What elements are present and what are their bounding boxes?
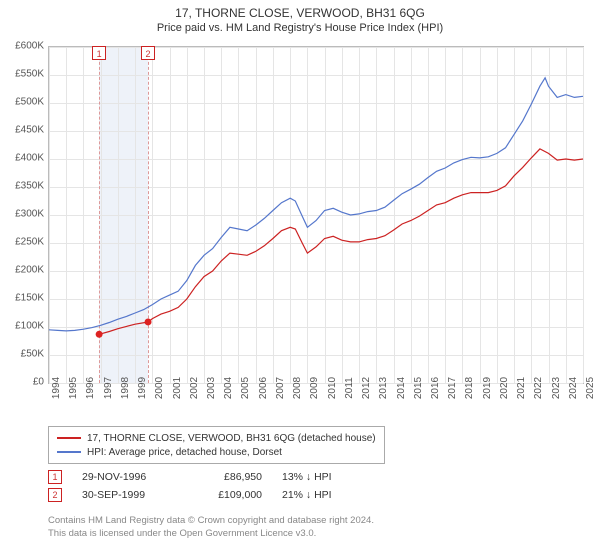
x-tick-label: 1999: [137, 377, 148, 399]
legend-swatch: [57, 437, 81, 439]
y-tick-label: £350K: [4, 181, 44, 192]
x-tick-label: 2015: [413, 377, 424, 399]
legend: 17, THORNE CLOSE, VERWOOD, BH31 6QG (det…: [48, 426, 385, 464]
x-tick-label: 2024: [568, 377, 579, 399]
legend-swatch: [57, 451, 81, 453]
x-tick-label: 2017: [447, 377, 458, 399]
y-tick-label: £300K: [4, 209, 44, 220]
x-tick-label: 1997: [103, 377, 114, 399]
y-tick-label: £400K: [4, 153, 44, 164]
x-tick-label: 2007: [275, 377, 286, 399]
y-tick-label: £600K: [4, 41, 44, 52]
x-tick-label: 2016: [430, 377, 441, 399]
x-tick-label: 2000: [154, 377, 165, 399]
chart-title: 17, THORNE CLOSE, VERWOOD, BH31 6QG: [0, 0, 600, 20]
x-tick-label: 2005: [240, 377, 251, 399]
footnote: Contains HM Land Registry data © Crown c…: [48, 515, 568, 541]
y-tick-label: £250K: [4, 237, 44, 248]
transaction-date: 30-SEP-1999: [82, 489, 172, 501]
y-tick-label: £0: [4, 377, 44, 388]
x-tick-label: 2006: [258, 377, 269, 399]
x-tick-label: 2022: [533, 377, 544, 399]
x-tick-label: 2004: [223, 377, 234, 399]
x-tick-label: 2002: [189, 377, 200, 399]
y-tick-label: £150K: [4, 293, 44, 304]
y-tick-label: £200K: [4, 265, 44, 276]
legend-label: HPI: Average price, detached house, Dors…: [87, 447, 282, 458]
x-tick-label: 2001: [172, 377, 183, 399]
y-tick-label: £500K: [4, 97, 44, 108]
x-tick-label: 2021: [516, 377, 527, 399]
x-tick-label: 2012: [361, 377, 372, 399]
legend-item: HPI: Average price, detached house, Dors…: [57, 445, 376, 459]
y-tick-label: £100K: [4, 321, 44, 332]
sale-marker-dot: [145, 318, 152, 325]
plot-svg: [49, 47, 583, 383]
x-tick-label: 2003: [206, 377, 217, 399]
footnote-line: This data is licensed under the Open Gov…: [48, 528, 568, 541]
x-tick-label: 2014: [396, 377, 407, 399]
transaction-pct: 13% ↓ HPI: [282, 471, 372, 483]
y-tick-label: £550K: [4, 69, 44, 80]
transactions-table: 1 29-NOV-1996 £86,950 13% ↓ HPI 2 30-SEP-1999…: [48, 468, 372, 504]
transaction-badge: 2: [48, 488, 62, 502]
transaction-badge: 1: [48, 470, 62, 484]
sale-marker-badge: 1: [92, 46, 106, 60]
transaction-pct: 21% ↓ HPI: [282, 489, 372, 501]
transaction-row: 2 30-SEP-1999 £109,000 21% ↓ HPI: [48, 486, 372, 504]
x-tick-label: 2010: [327, 377, 338, 399]
plot-area: 12: [48, 46, 584, 384]
chart-subtitle: Price paid vs. HM Land Registry's House …: [0, 20, 600, 38]
sale-marker-badge: 2: [141, 46, 155, 60]
transaction-price: £109,000: [192, 489, 262, 501]
x-tick-label: 2020: [499, 377, 510, 399]
x-tick-label: 1996: [85, 377, 96, 399]
x-tick-label: 1998: [120, 377, 131, 399]
x-tick-label: 2008: [292, 377, 303, 399]
transaction-date: 29-NOV-1996: [82, 471, 172, 483]
price-chart: 17, THORNE CLOSE, VERWOOD, BH31 6QG Pric…: [0, 0, 600, 560]
x-tick-label: 2011: [344, 377, 355, 399]
legend-label: 17, THORNE CLOSE, VERWOOD, BH31 6QG (det…: [87, 433, 376, 444]
series-line: [49, 78, 583, 331]
x-tick-label: 1994: [51, 377, 62, 399]
transaction-price: £86,950: [192, 471, 262, 483]
sale-marker-dot: [96, 331, 103, 338]
footnote-line: Contains HM Land Registry data © Crown c…: [48, 515, 568, 528]
x-tick-label: 2019: [482, 377, 493, 399]
x-tick-label: 2009: [309, 377, 320, 399]
legend-item: 17, THORNE CLOSE, VERWOOD, BH31 6QG (det…: [57, 431, 376, 445]
series-line: [99, 149, 583, 334]
transaction-row: 1 29-NOV-1996 £86,950 13% ↓ HPI: [48, 468, 372, 486]
y-tick-label: £50K: [4, 349, 44, 360]
y-tick-label: £450K: [4, 125, 44, 136]
x-tick-label: 2018: [464, 377, 475, 399]
x-tick-label: 2013: [378, 377, 389, 399]
x-tick-label: 2025: [585, 377, 596, 399]
x-tick-label: 1995: [68, 377, 79, 399]
x-tick-label: 2023: [551, 377, 562, 399]
